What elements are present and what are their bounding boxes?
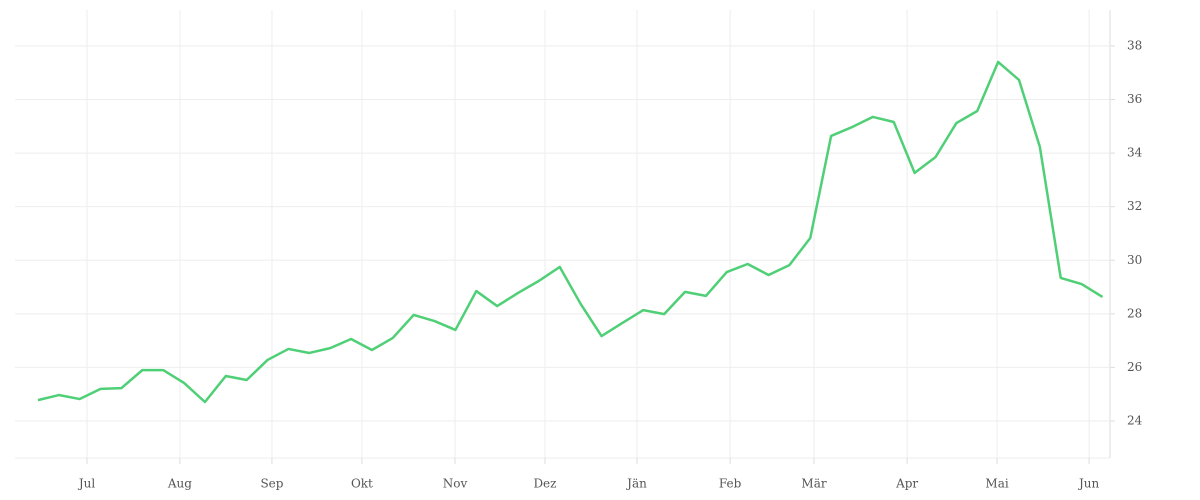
- x-tick-label: Apr: [895, 477, 918, 491]
- line-series: [37, 60, 1104, 404]
- y-tick-label: 24: [1127, 414, 1143, 428]
- y-tick-label: 36: [1127, 92, 1142, 106]
- x-tick-label: Aug: [167, 477, 192, 491]
- y-tick-label: 38: [1127, 38, 1142, 52]
- x-tick-label: Mär: [801, 477, 826, 491]
- y-tick-label: 34: [1127, 146, 1143, 160]
- x-tick-label: Sep: [260, 477, 283, 491]
- x-tick-label: Jun: [1077, 477, 1100, 491]
- y-tick-label: 30: [1127, 253, 1142, 267]
- x-tick-label: Jän: [625, 477, 647, 491]
- x-tick-label: Mai: [985, 477, 1008, 491]
- x-tick-label: Okt: [351, 477, 373, 491]
- y-tick-label: 32: [1127, 199, 1142, 213]
- x-tick-label: Feb: [719, 477, 742, 491]
- x-tick-label: Dez: [533, 477, 556, 491]
- y-tick-label: 28: [1127, 306, 1142, 320]
- y-tick-label: 26: [1127, 360, 1142, 374]
- x-tick-label: Nov: [443, 477, 468, 491]
- x-tick-label: Jul: [77, 477, 96, 491]
